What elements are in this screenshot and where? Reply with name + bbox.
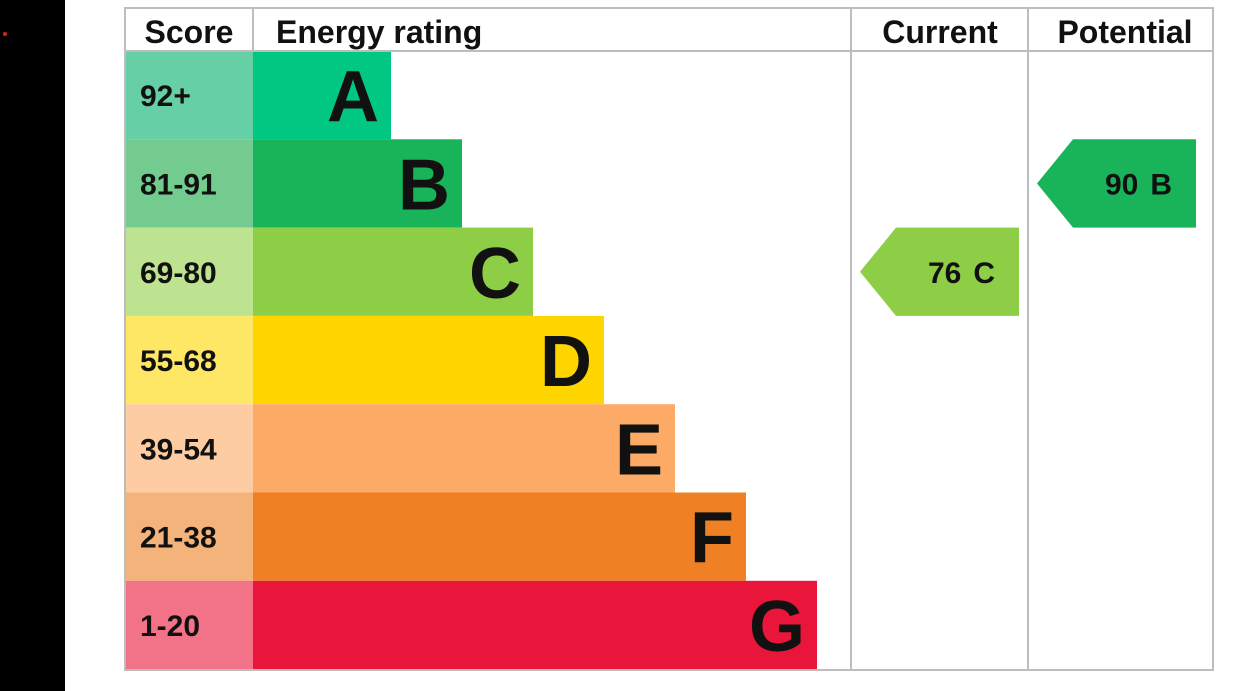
score-cell-a (125, 51, 253, 140)
band-letter-a: A (327, 57, 379, 137)
band-letter-f: F (690, 499, 734, 579)
header-current: Current (882, 14, 998, 50)
current-value-label: 76 C (928, 257, 995, 290)
potential-score-value: 90 (1105, 168, 1138, 201)
potential-rating-letter: B (1150, 168, 1172, 201)
header-potential: Potential (1057, 14, 1192, 50)
band-bar-b (253, 139, 462, 228)
header-score: Score (145, 14, 234, 50)
score-range-e: 39-54 (140, 433, 217, 466)
band-letter-c: C (469, 234, 521, 314)
chart-border (124, 7, 1214, 671)
score-range-f: 21-38 (140, 522, 217, 555)
potential-value-label: 90 B (1105, 168, 1172, 201)
band-bar-g (253, 580, 817, 670)
band-letter-g: G (749, 587, 805, 667)
band-letter-b: B (398, 145, 450, 225)
band-letter-d: D (540, 322, 592, 402)
score-range-c: 69-80 (140, 257, 217, 290)
score-range-b: 81-91 (140, 168, 217, 201)
header-energy-rating: Energy rating (276, 14, 482, 50)
score-cell-e (125, 404, 253, 493)
score-cell-b (125, 139, 253, 228)
left-black-strip (0, 0, 65, 691)
score-cell-g (125, 580, 253, 670)
score-cell-c (125, 227, 253, 316)
red-dot-marker (3, 32, 7, 36)
score-cell-f (125, 492, 253, 581)
band-bar-c (253, 227, 533, 316)
band-letter-e: E (615, 410, 663, 490)
potential-arrow (1037, 139, 1196, 228)
band-bar-d (253, 315, 604, 405)
score-range-g: 1-20 (140, 610, 200, 643)
band-bar-e (253, 404, 675, 493)
band-bar-f (253, 492, 746, 581)
current-rating-letter: C (973, 257, 995, 290)
score-cell-d (125, 315, 253, 405)
score-range-d: 55-68 (140, 345, 217, 378)
current-score-value: 76 (928, 257, 961, 290)
score-range-a: 92+ (140, 80, 191, 113)
band-bar-a (253, 51, 391, 140)
current-arrow (860, 227, 1019, 316)
